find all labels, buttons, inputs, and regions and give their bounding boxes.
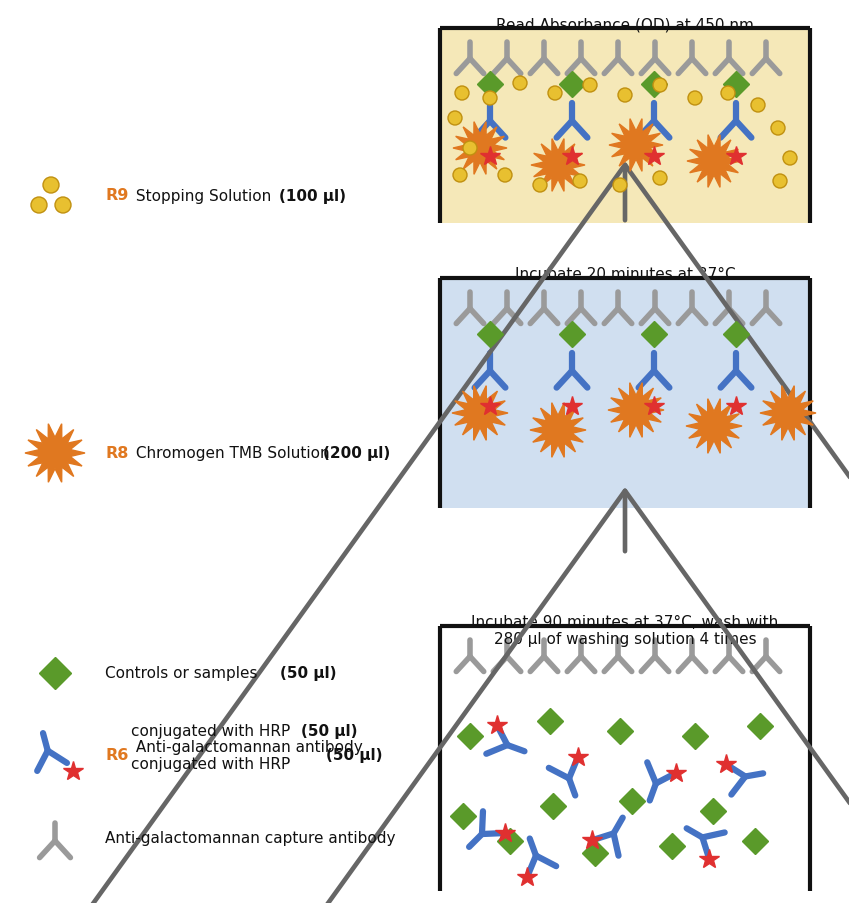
- Polygon shape: [452, 386, 508, 441]
- Text: (50 μl): (50 μl): [301, 723, 357, 739]
- Circle shape: [653, 172, 667, 186]
- Circle shape: [548, 87, 562, 101]
- Text: (50 μl): (50 μl): [280, 666, 336, 681]
- Text: Incubate 90 minutes at 37°C, wash with
280 μl of washing solution 4 times: Incubate 90 minutes at 37°C, wash with 2…: [471, 614, 779, 647]
- Circle shape: [43, 178, 59, 194]
- Circle shape: [463, 142, 477, 156]
- Polygon shape: [760, 386, 816, 441]
- Circle shape: [583, 79, 597, 93]
- Polygon shape: [25, 424, 85, 483]
- Bar: [440, 627, 810, 891]
- Polygon shape: [453, 123, 507, 175]
- Polygon shape: [530, 404, 586, 458]
- Circle shape: [513, 77, 527, 91]
- Polygon shape: [609, 119, 663, 172]
- Circle shape: [533, 179, 547, 192]
- Polygon shape: [686, 399, 742, 454]
- Text: Anti-galactomannan capture antibody: Anti-galactomannan capture antibody: [105, 831, 396, 845]
- Circle shape: [721, 87, 735, 101]
- Text: Controls or samples: Controls or samples: [105, 666, 262, 681]
- Circle shape: [751, 99, 765, 113]
- Circle shape: [613, 179, 627, 192]
- Text: conjugated with HRP: conjugated with HRP: [131, 723, 295, 739]
- Circle shape: [783, 152, 797, 166]
- Text: (50 μl): (50 μl): [326, 748, 383, 763]
- Bar: [440, 279, 810, 508]
- Text: Anti-galactomannan antibody
conjugated with HRP: Anti-galactomannan antibody conjugated w…: [131, 739, 363, 771]
- Polygon shape: [608, 383, 664, 438]
- Polygon shape: [531, 140, 585, 192]
- Circle shape: [773, 175, 787, 189]
- Circle shape: [498, 169, 512, 182]
- Circle shape: [483, 92, 497, 106]
- Text: R9: R9: [105, 189, 128, 203]
- Text: R8: R8: [105, 446, 128, 461]
- Circle shape: [618, 88, 632, 103]
- Circle shape: [455, 87, 469, 101]
- Circle shape: [448, 112, 462, 126]
- Circle shape: [573, 175, 587, 189]
- Text: Stopping Solution: Stopping Solution: [131, 189, 276, 203]
- Polygon shape: [687, 135, 741, 188]
- Text: Read Absorbance (OD) at 450 nm: Read Absorbance (OD) at 450 nm: [496, 17, 754, 32]
- Text: R6: R6: [105, 748, 128, 763]
- Text: (200 μl): (200 μl): [323, 446, 391, 461]
- Circle shape: [453, 169, 467, 182]
- Bar: [440, 29, 810, 224]
- Circle shape: [31, 198, 47, 214]
- Text: Chromogen TMB Solution: Chromogen TMB Solution: [131, 446, 335, 461]
- Circle shape: [688, 92, 702, 106]
- Text: (100 μl): (100 μl): [279, 189, 346, 203]
- Circle shape: [653, 79, 667, 93]
- Circle shape: [771, 122, 785, 135]
- Circle shape: [55, 198, 71, 214]
- Text: Incubate 20 minutes at 37°C: Incubate 20 minutes at 37°C: [514, 266, 735, 282]
